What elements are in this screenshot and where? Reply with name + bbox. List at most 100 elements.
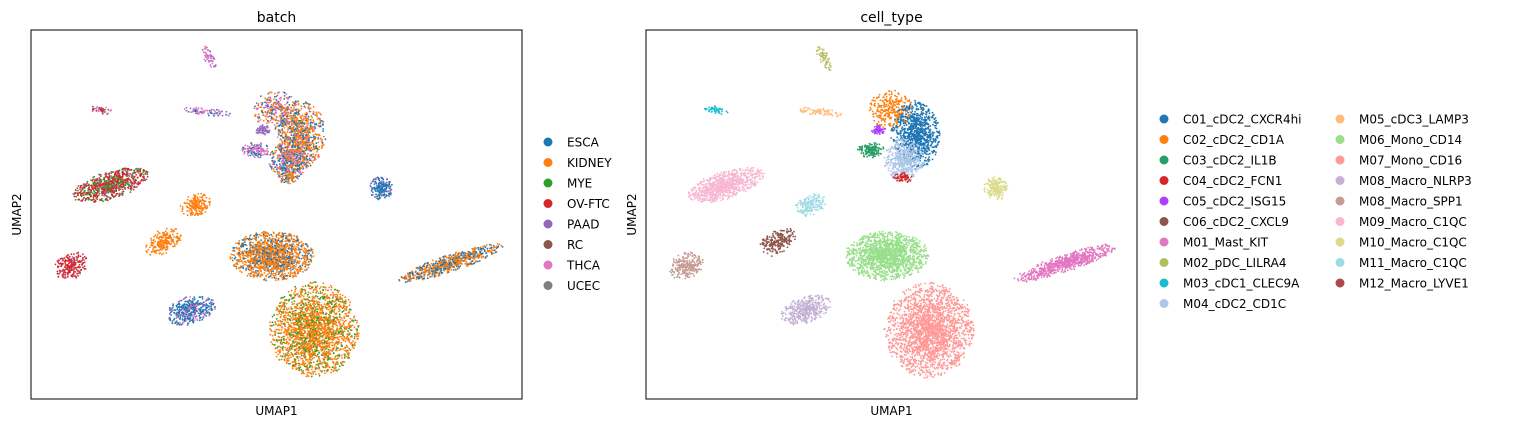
scatter-point: [286, 267, 289, 269]
scatter-point: [311, 156, 314, 159]
scatter-point: [241, 239, 244, 241]
scatter-point: [291, 139, 294, 142]
scatter-point: [159, 245, 162, 248]
scatter-point: [170, 238, 173, 241]
scatter-point: [301, 171, 304, 174]
scatter-point: [292, 173, 294, 176]
scatter-point: [250, 142, 253, 145]
scatter-point: [103, 177, 105, 179]
scatter-point: [296, 118, 299, 121]
scatter-point: [111, 193, 113, 196]
scatter-point: [74, 198, 77, 201]
scatter-point: [188, 203, 191, 205]
scatter-point: [93, 187, 96, 189]
scatter-point: [96, 106, 99, 109]
scatter-point: [116, 177, 119, 180]
scatter-point: [279, 131, 282, 134]
scatter-point: [289, 112, 292, 115]
scatter-point: [123, 173, 126, 176]
scatter-point: [206, 58, 209, 61]
scatter-point: [67, 275, 69, 278]
scatter-point: [243, 151, 246, 153]
scatter-point: [290, 235, 293, 238]
scatter-point: [275, 112, 277, 114]
scatter-point: [298, 126, 301, 128]
scatter-point: [145, 171, 148, 174]
scatter-point: [372, 180, 374, 183]
scatter-point: [78, 199, 80, 201]
scatter-point: [304, 134, 307, 137]
scatter-point: [163, 246, 166, 249]
scatter-point: [200, 107, 203, 109]
scatter-point: [283, 117, 285, 119]
scatter-point: [317, 154, 320, 156]
scatter-point: [193, 214, 196, 217]
scatter-point: [91, 199, 94, 201]
scatter-point: [322, 144, 325, 146]
scatter-point: [56, 270, 59, 273]
scatter-point: [285, 168, 288, 170]
scatter-point: [289, 266, 292, 268]
scatter-point: [308, 149, 310, 151]
scatter-point: [101, 113, 104, 115]
scatter-point: [285, 179, 287, 182]
scatter-point: [63, 257, 66, 259]
scatter-point: [280, 145, 282, 148]
scatter-point: [294, 129, 296, 131]
scatter-point: [290, 95, 293, 98]
scatter-point: [110, 182, 113, 185]
scatter-point: [283, 150, 286, 153]
scatter-point: [264, 254, 267, 257]
scatter-point: [109, 197, 112, 200]
scatter-point: [274, 95, 276, 98]
scatter-point: [295, 162, 298, 164]
scatter-point: [288, 96, 291, 98]
scatter-point: [157, 242, 160, 244]
scatter-point: [299, 241, 301, 244]
scatter-point: [204, 52, 207, 55]
scatter-point: [216, 108, 218, 111]
scatter-point: [139, 180, 142, 182]
scatter-point: [273, 163, 275, 166]
scatter-point: [108, 184, 110, 186]
scatter-point: [294, 100, 297, 103]
scatter-point: [270, 168, 273, 170]
scatter-point: [274, 107, 277, 110]
scatter-point: [380, 190, 382, 193]
scatter-point: [278, 133, 280, 136]
scatter-point: [129, 181, 132, 184]
scatter-point: [290, 238, 293, 241]
scatter-point: [292, 175, 294, 178]
scatter-point: [82, 194, 85, 197]
scatter-point: [286, 117, 288, 119]
scatter-point: [312, 145, 315, 147]
scatter-point: [103, 189, 106, 192]
scatter-point: [309, 159, 311, 162]
scatter-point: [117, 170, 120, 172]
scatter-point: [313, 127, 316, 130]
scatter-point: [261, 262, 264, 265]
scatter-point: [307, 107, 310, 110]
scatter-point: [285, 109, 287, 112]
scatter-point: [297, 153, 300, 156]
scatter-point: [287, 111, 290, 114]
scatter-point: [93, 175, 96, 178]
scatter-point: [185, 106, 188, 109]
scatter-point: [296, 237, 299, 240]
scatter-point: [314, 133, 317, 135]
scatter-point: [221, 110, 223, 113]
scatter-point: [294, 142, 297, 145]
scatter-point: [246, 264, 248, 267]
scatter-point: [83, 196, 85, 199]
scatter-point: [300, 122, 302, 125]
scatter-point: [229, 112, 231, 115]
scatter-point: [381, 186, 384, 188]
scatter-point: [264, 129, 267, 131]
scatter-point: [137, 168, 140, 171]
scatter-point: [255, 274, 257, 277]
scatter-point: [204, 200, 207, 203]
scatter-point: [101, 108, 104, 111]
scatter-point: [170, 242, 172, 245]
scatter-cluster: [145, 227, 183, 256]
scatter-point: [162, 231, 164, 234]
